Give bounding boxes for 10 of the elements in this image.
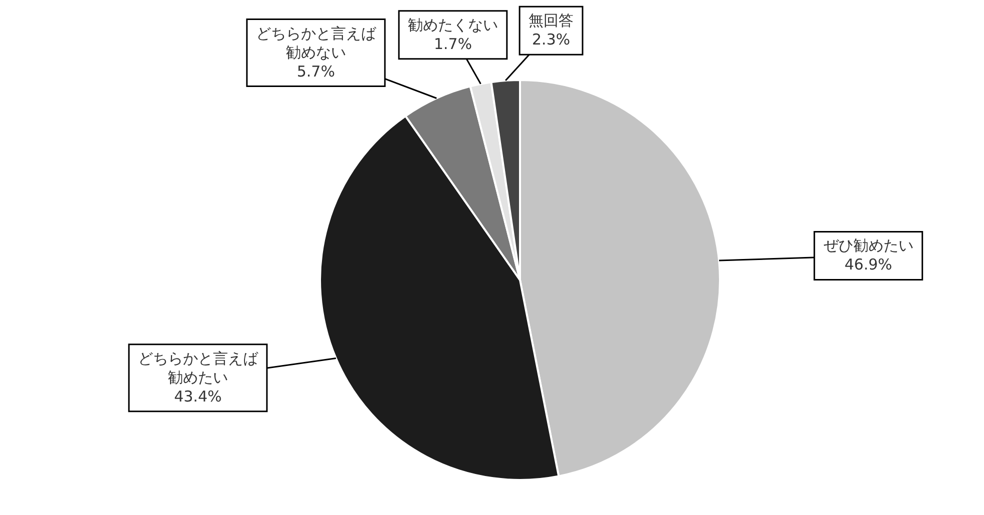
data-label: 43.4% [174,387,222,406]
data-label: 2.3% [532,30,570,49]
slice-label: どちらかと言えば勧めたい [138,349,259,386]
data-label: 5.7% [296,62,335,80]
slice-label: 無回答 [528,12,574,30]
data-label: 1.7% [434,34,472,53]
data-label: 46.9% [844,256,892,274]
slice-label: どちらかと言えば勧めない [256,24,377,62]
slice-label: ぜひ勧めたい [823,236,914,255]
slice-label: 勧めたくない [408,16,498,34]
